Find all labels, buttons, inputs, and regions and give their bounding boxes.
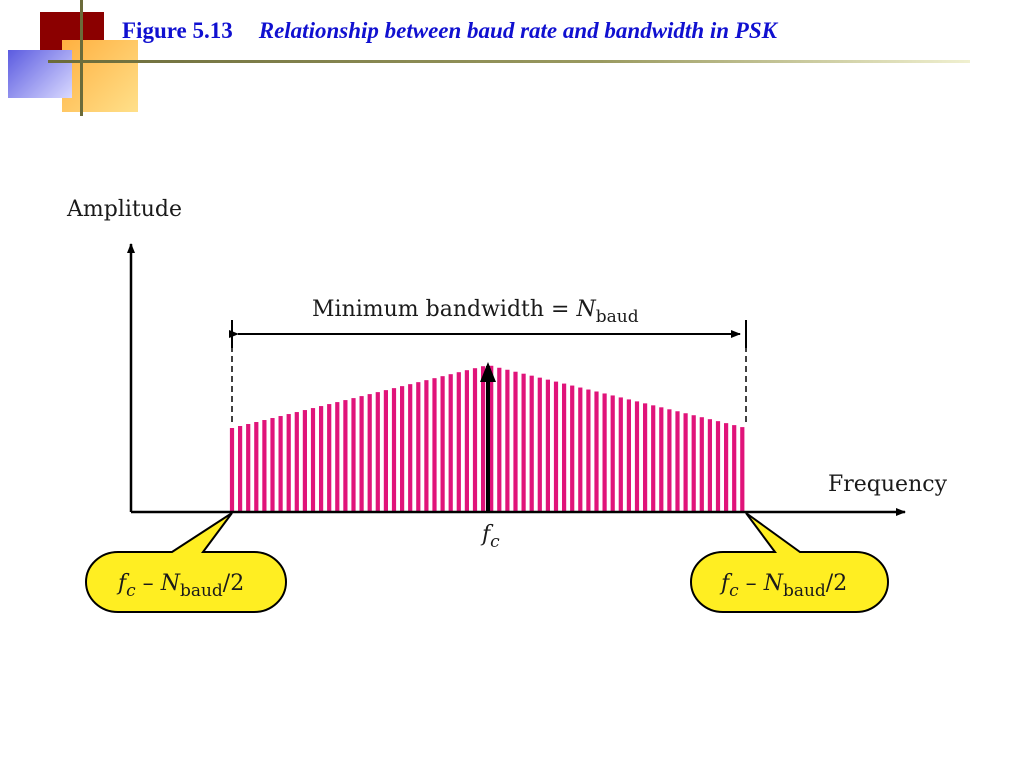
center-frequency-subscript: c xyxy=(490,532,500,552)
spectrum-bar xyxy=(634,401,640,512)
left-callout-f-sub: c xyxy=(126,581,136,601)
carrier-arrowhead-icon xyxy=(480,362,496,382)
spectrum-bar xyxy=(327,404,332,512)
bandwidth-label-symbol: N xyxy=(575,297,596,322)
left-callout-minus: – xyxy=(136,571,161,596)
spectrum-bar xyxy=(383,390,388,512)
spectrum-bar xyxy=(375,392,380,512)
right-callout-n: N xyxy=(763,571,784,596)
spectrum-bar xyxy=(610,395,615,512)
decor-vertical-line xyxy=(80,0,83,116)
spectrum-bar xyxy=(691,415,696,512)
spectrum-bar xyxy=(537,377,542,512)
spectrum-bar xyxy=(391,388,397,512)
spectrum-bar xyxy=(578,387,583,512)
spectrum-bars xyxy=(229,365,745,512)
spectrum-bar xyxy=(570,385,575,512)
spectrum-bar xyxy=(416,382,421,512)
spectrum-bar xyxy=(667,409,672,512)
decor-blue-square xyxy=(8,50,72,98)
spectrum-bar xyxy=(651,405,656,512)
left-callout: fc – Nbaud/2 xyxy=(85,512,287,613)
spectrum-bar xyxy=(335,402,340,512)
left-callout-bubble xyxy=(85,512,287,613)
spectrum-bar xyxy=(432,378,437,512)
spectrum-bar xyxy=(497,367,502,512)
decor-orange-square xyxy=(62,40,138,112)
spectrum-bar xyxy=(553,381,559,512)
spectrum-bar xyxy=(270,418,275,512)
spectrum-bar xyxy=(278,416,283,512)
spectrum-bar xyxy=(294,412,299,512)
spectrum-bar xyxy=(626,399,631,512)
spectrum-bar xyxy=(246,424,251,512)
spectrum-bar xyxy=(521,373,526,512)
spectrum-bar xyxy=(489,365,494,512)
right-callout-label: fc – Nbaud/2 xyxy=(719,571,847,601)
spectrum-bar xyxy=(472,368,478,512)
spectrum-bar xyxy=(643,403,648,512)
spectrum-bar xyxy=(675,411,680,512)
spectrum-bar xyxy=(351,398,356,512)
spectrum-bar xyxy=(715,421,721,512)
spectrum-bar xyxy=(408,384,413,512)
spectrum-bar xyxy=(319,406,324,512)
center-frequency-label: fc xyxy=(480,522,500,552)
bandwidth-label-text: Minimum bandwidth = xyxy=(312,297,576,322)
y-axis-label: Amplitude xyxy=(66,197,182,222)
left-callout-suffix: /2 xyxy=(223,571,244,596)
spectrum-bar xyxy=(286,414,291,512)
spectrum-bar xyxy=(740,427,745,512)
slide-title: Figure 5.13 Relationship between baud rat… xyxy=(122,18,777,44)
left-callout-label: fc – Nbaud/2 xyxy=(116,571,244,601)
spectrum-bar xyxy=(456,372,461,512)
right-callout: fc – Nbaud/2 xyxy=(690,512,889,613)
spectrum-bar xyxy=(586,389,591,512)
spectrum-bar xyxy=(505,369,510,512)
spectrum-bar xyxy=(481,366,486,512)
spectrum-bar xyxy=(732,425,737,512)
spectrum-bar xyxy=(545,379,550,512)
spectrum-bar xyxy=(707,419,712,512)
right-callout-suffix: /2 xyxy=(826,571,847,596)
spectrum-bar xyxy=(513,371,518,512)
spectrum-bar xyxy=(594,391,599,512)
bandwidth-label: Minimum bandwidth = Nbaud xyxy=(312,297,639,327)
spectrum-bar xyxy=(529,375,534,512)
bandwidth-label-subscript: baud xyxy=(596,307,639,327)
decor-horizontal-line xyxy=(48,60,970,63)
spectrum-bar xyxy=(699,417,704,512)
spectrum-bar xyxy=(400,386,405,512)
spectrum-bar xyxy=(448,374,453,512)
spectrum-bar xyxy=(238,426,243,512)
slide-header: Figure 5.13 Relationship between baud rat… xyxy=(0,0,1024,120)
spectrum-bar xyxy=(562,383,567,512)
spectrum-bar xyxy=(659,407,664,512)
spectrum-bar xyxy=(440,376,445,512)
spectrum-bar xyxy=(343,400,348,512)
spectrum-bar xyxy=(464,370,469,512)
spectrum-bar xyxy=(254,422,259,512)
spectrum-bar xyxy=(310,408,316,512)
spectrum-bar xyxy=(359,396,364,512)
spectrum-bar xyxy=(262,420,267,512)
left-callout-n: N xyxy=(160,571,181,596)
spectrum-bar xyxy=(229,428,235,512)
spectrum-bar xyxy=(302,410,307,512)
right-callout-minus: – xyxy=(739,571,764,596)
left-callout-n-sub: baud xyxy=(180,581,223,601)
spectrum-bar xyxy=(367,394,372,512)
spectrum-bar xyxy=(602,393,607,512)
right-callout-bubble xyxy=(690,512,889,613)
spectrum-bar xyxy=(683,413,688,512)
right-callout-f-sub: c xyxy=(729,581,739,601)
x-axis-label: Frequency xyxy=(828,472,948,497)
spectrum-bar xyxy=(618,397,623,512)
figure-title: Relationship between baud rate and bandw… xyxy=(258,18,777,43)
spectrum-bar xyxy=(424,380,429,512)
spectrum-bar xyxy=(724,423,729,512)
figure-number: Figure 5.13 xyxy=(122,18,233,43)
right-callout-n-sub: baud xyxy=(783,581,826,601)
